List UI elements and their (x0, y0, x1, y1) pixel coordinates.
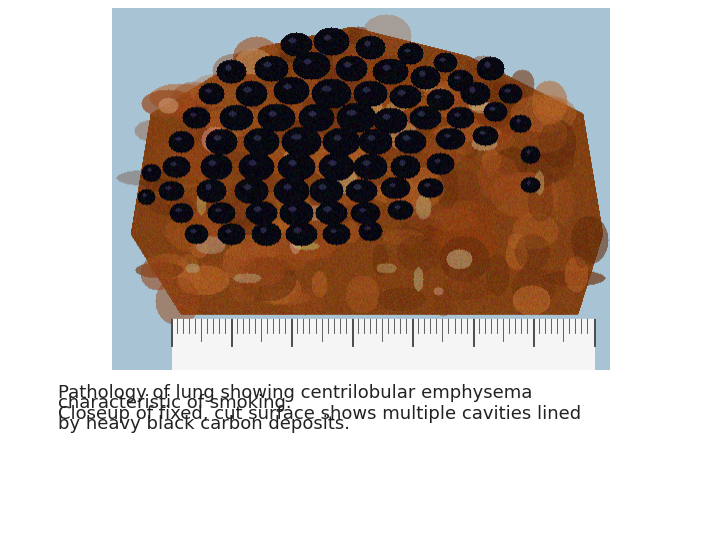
Text: Pathology of lung showing centrilobular emphysema: Pathology of lung showing centrilobular … (58, 383, 532, 402)
Text: characteristic of smoking.: characteristic of smoking. (58, 394, 291, 412)
Text: Closeup of fixed, cut surface shows multiple cavities lined: Closeup of fixed, cut surface shows mult… (58, 404, 581, 423)
Text: by heavy black carbon deposits.: by heavy black carbon deposits. (58, 415, 350, 433)
